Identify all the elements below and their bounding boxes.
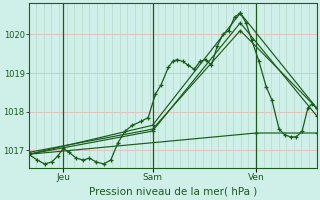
X-axis label: Pression niveau de la mer( hPa ): Pression niveau de la mer( hPa ) [89, 187, 257, 197]
